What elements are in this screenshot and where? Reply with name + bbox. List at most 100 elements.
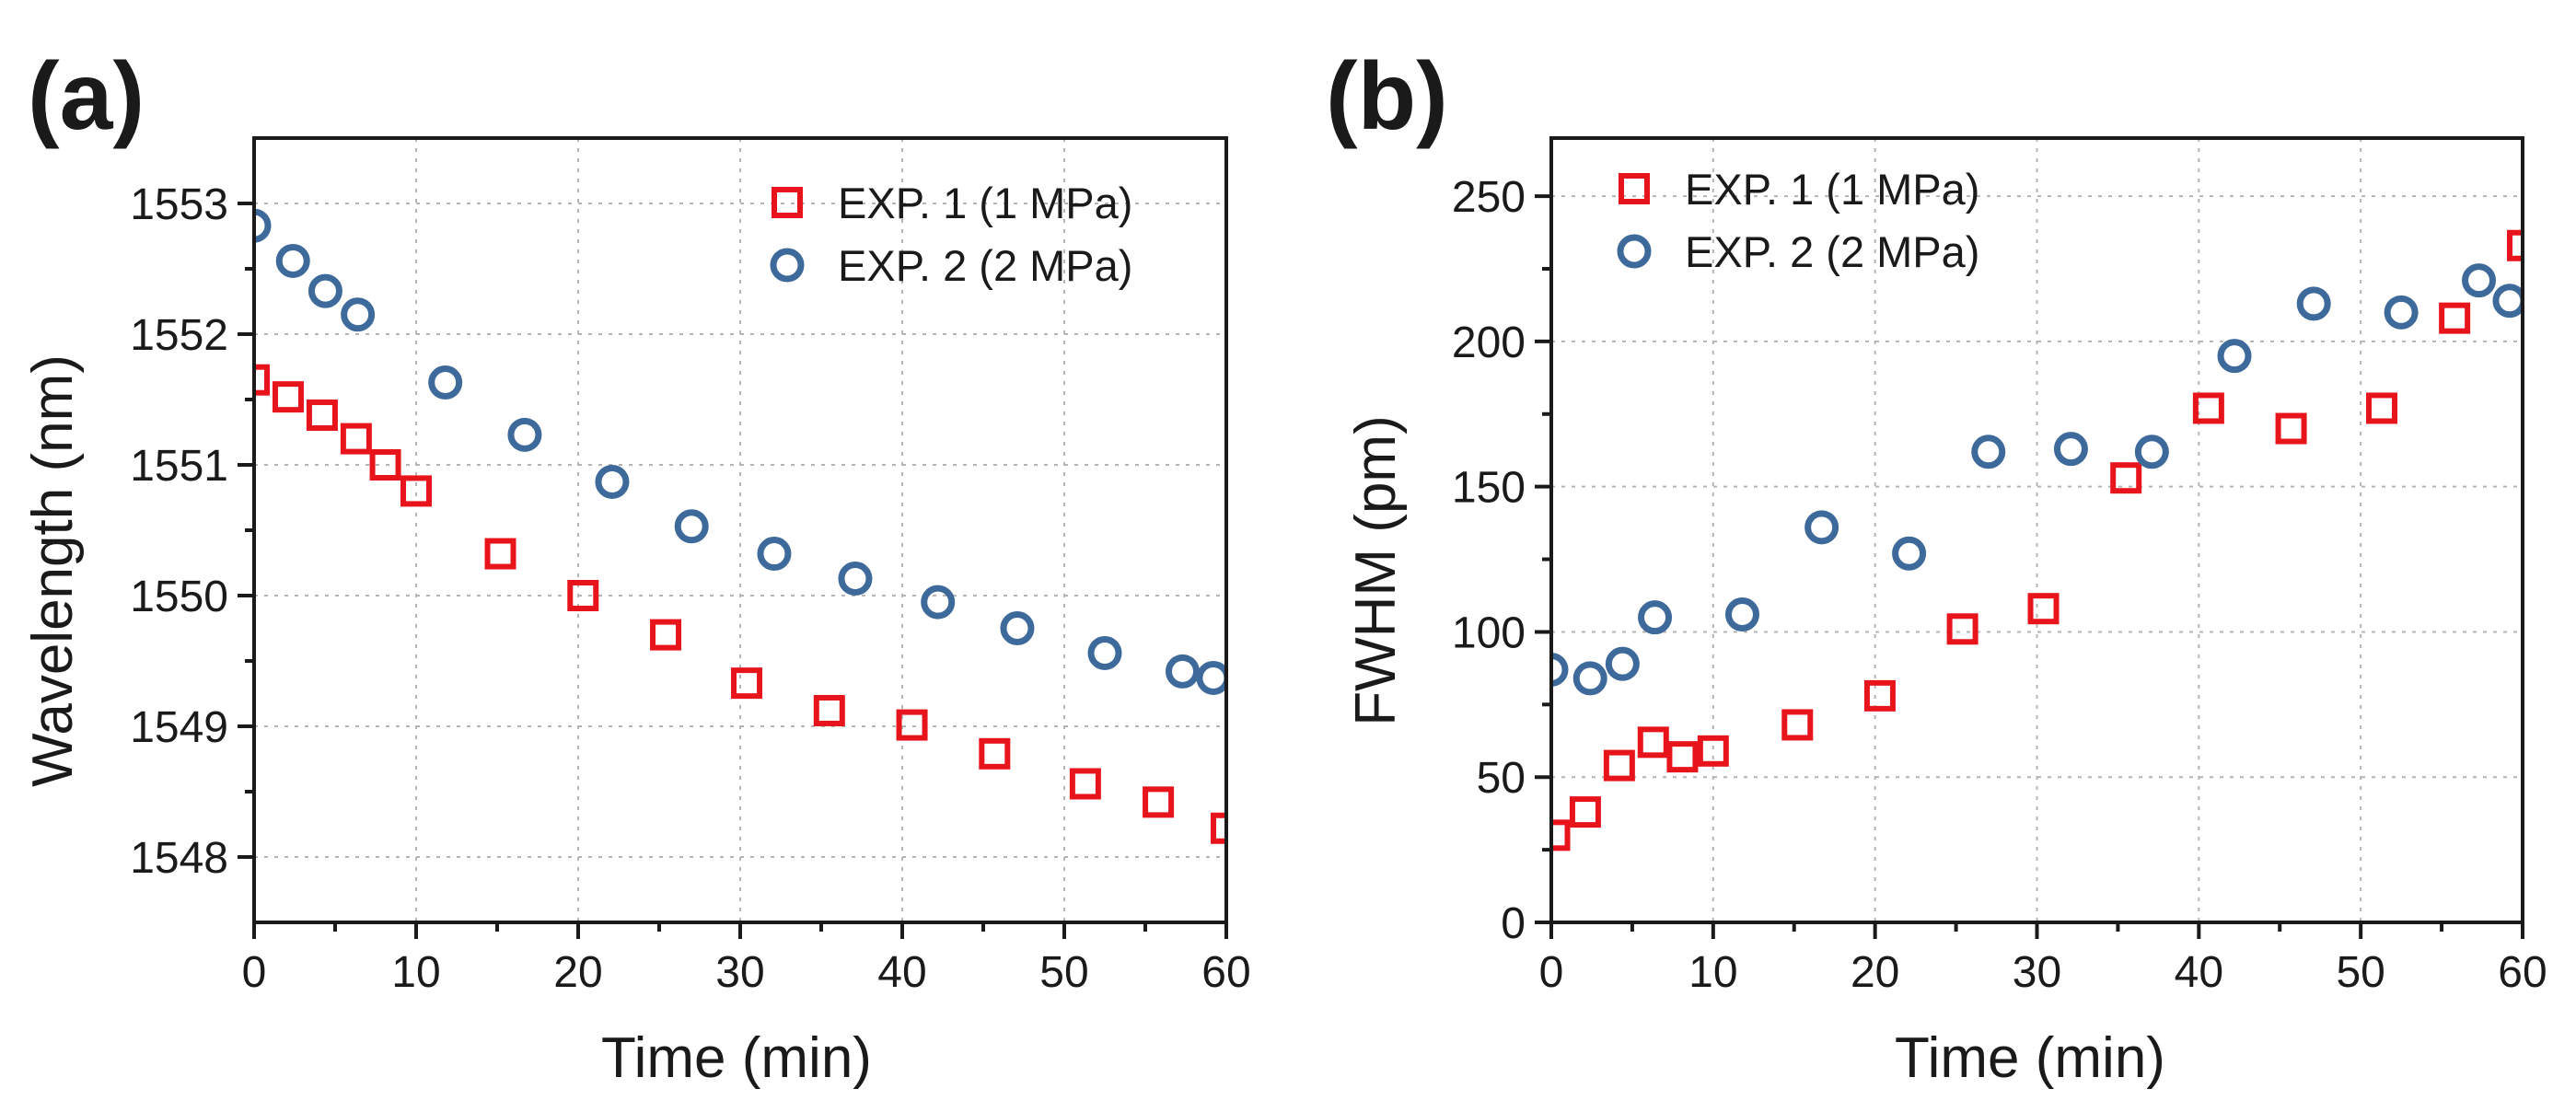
y-tick-label: 1550 — [130, 573, 228, 621]
data-point-exp1 — [1551, 819, 1571, 851]
x-tick-label: 30 — [715, 948, 764, 997]
data-point-exp1 — [400, 475, 432, 507]
data-point-exp2 — [507, 417, 542, 452]
data-point-exp1 — [1603, 749, 1635, 782]
panel-b-x-axis-title: Time (min) — [1895, 1026, 2165, 1090]
panel-b-plot: 0 10 20 30 40 50 60 0 50 100 150 200 250 EXP. 1 (1 MP… — [1452, 136, 2547, 997]
data-point-exp1 — [484, 538, 516, 570]
legend-label-exp1: EXP. 1 (1 MPa) — [838, 179, 1132, 227]
data-point-exp1 — [2439, 302, 2471, 334]
legend-label-exp2: EXP. 2 (2 MPa) — [838, 241, 1132, 290]
data-point-exp1 — [731, 667, 763, 700]
panel-a-plot: 0 10 20 30 40 50 60 1548 1549 1550 1551 1552 1553 EXP… — [130, 136, 1251, 997]
data-point-exp1 — [1946, 613, 1978, 645]
data-point-exp2 — [341, 297, 376, 332]
data-point-exp1 — [1666, 741, 1699, 773]
data-point-exp2 — [1087, 635, 1122, 670]
data-point-exp2 — [1605, 646, 1640, 681]
y-tick-label: 1552 — [130, 311, 228, 360]
data-point-exp1 — [979, 737, 1011, 770]
legend-label-exp2: EXP. 2 (2 MPa) — [1685, 227, 1979, 276]
data-point-exp1 — [272, 381, 304, 413]
data-point-exp1 — [2507, 229, 2523, 261]
data-point-exp2 — [1724, 597, 1759, 632]
data-point-exp1 — [1863, 679, 1896, 712]
panel-b-label: (b) — [1326, 43, 1448, 150]
data-point-exp2 — [674, 509, 709, 544]
x-tick-label: 20 — [553, 948, 602, 997]
data-point-exp1 — [340, 423, 372, 455]
data-point-exp2 — [1000, 611, 1035, 645]
data-point-exp2 — [2134, 434, 2169, 469]
data-point-exp2 — [1804, 510, 1839, 545]
y-tick-label: 1553 — [130, 180, 228, 229]
panel-b-y-axis-title: FWHM (pm) — [1344, 415, 1408, 725]
panel-b: (b) 0 10 20 30 40 50 60 0 50 100 150 200 250 EXP. 1 (… — [1326, 43, 2547, 1090]
x-tick-label: 0 — [1539, 948, 1564, 997]
panel-a-label: (a) — [28, 43, 145, 150]
legend: EXP. 1 (1 MPa) EXP. 2 (2 MPa) — [1617, 165, 1979, 276]
x-tick-label: 60 — [1201, 948, 1250, 997]
x-tick-label: 40 — [2175, 948, 2223, 997]
data-point-exp1 — [2110, 462, 2142, 494]
legend-marker-exp2 — [1617, 234, 1652, 269]
data-point-exp1 — [2027, 593, 2060, 625]
legend-marker-exp1 — [1619, 173, 1650, 204]
x-tick-label: 50 — [2336, 948, 2385, 997]
data-point-exp2 — [1892, 536, 1927, 571]
data-point-exp2 — [2217, 339, 2252, 374]
x-tick-label: 10 — [391, 948, 440, 997]
data-point-exp1 — [1697, 735, 1729, 767]
data-point-exp1 — [1569, 796, 1601, 828]
data-point-exp2 — [2053, 432, 2088, 467]
data-point-exp2 — [307, 273, 342, 308]
data-point-exp1 — [1143, 786, 1175, 818]
data-point-exp2 — [1971, 434, 2006, 469]
x-tick-label: 10 — [1688, 948, 1737, 997]
y-tick-label: 1549 — [130, 703, 228, 752]
data-point-exp2 — [1196, 660, 1226, 695]
data-point-exp2 — [2492, 284, 2523, 319]
data-point-exp2 — [275, 243, 310, 278]
data-point-exp1 — [306, 400, 338, 432]
data-point-exp1 — [1069, 768, 1101, 800]
y-tick-label: 1548 — [130, 834, 228, 883]
x-tick-label: 30 — [2013, 948, 2061, 997]
x-tick-label: 0 — [242, 948, 267, 997]
y-tick-label: 200 — [1452, 319, 1526, 367]
data-point-exp1 — [254, 364, 270, 396]
data-point-exp1 — [813, 694, 845, 726]
data-point-exp1 — [1211, 812, 1226, 844]
data-point-exp2 — [2462, 263, 2497, 298]
data-point-exp2 — [254, 208, 272, 243]
data-point-exp1 — [1781, 709, 1814, 741]
data-point-exp2 — [2384, 295, 2419, 330]
data-point-exp2 — [595, 464, 630, 499]
x-tick-label: 60 — [2498, 948, 2547, 997]
y-tick-label: 0 — [1501, 899, 1526, 948]
x-tick-label: 20 — [1851, 948, 1899, 997]
y-tick-label: 50 — [1477, 754, 1526, 803]
data-point-exp2 — [1551, 652, 1569, 687]
data-point-exp2 — [921, 585, 956, 620]
x-tick-label: 50 — [1039, 948, 1088, 997]
legend-marker-exp2 — [770, 248, 805, 283]
data-point-exp2 — [2296, 286, 2331, 321]
legend-marker-exp1 — [772, 187, 803, 218]
x-tick-label: 40 — [877, 948, 926, 997]
y-tick-label: 150 — [1452, 464, 1526, 513]
data-point-exp1 — [567, 580, 599, 611]
panel-a-x-axis-title: Time (min) — [601, 1026, 872, 1090]
data-points — [254, 208, 1226, 844]
legend-label-exp1: EXP. 1 (1 MPa) — [1685, 165, 1979, 214]
data-point-exp2 — [1638, 600, 1673, 635]
data-point-exp1 — [896, 709, 928, 741]
data-point-exp1 — [1637, 726, 1669, 759]
y-tick-label: 250 — [1452, 173, 1526, 222]
data-point-exp2 — [1165, 654, 1200, 689]
panel-a: (a) 0 10 20 30 40 50 60 1548 1549 1550 1551 1552 155… — [21, 43, 1251, 1090]
y-tick-label: 100 — [1452, 608, 1526, 657]
y-tick-label: 1551 — [130, 442, 228, 491]
data-point-exp2 — [1572, 661, 1607, 696]
